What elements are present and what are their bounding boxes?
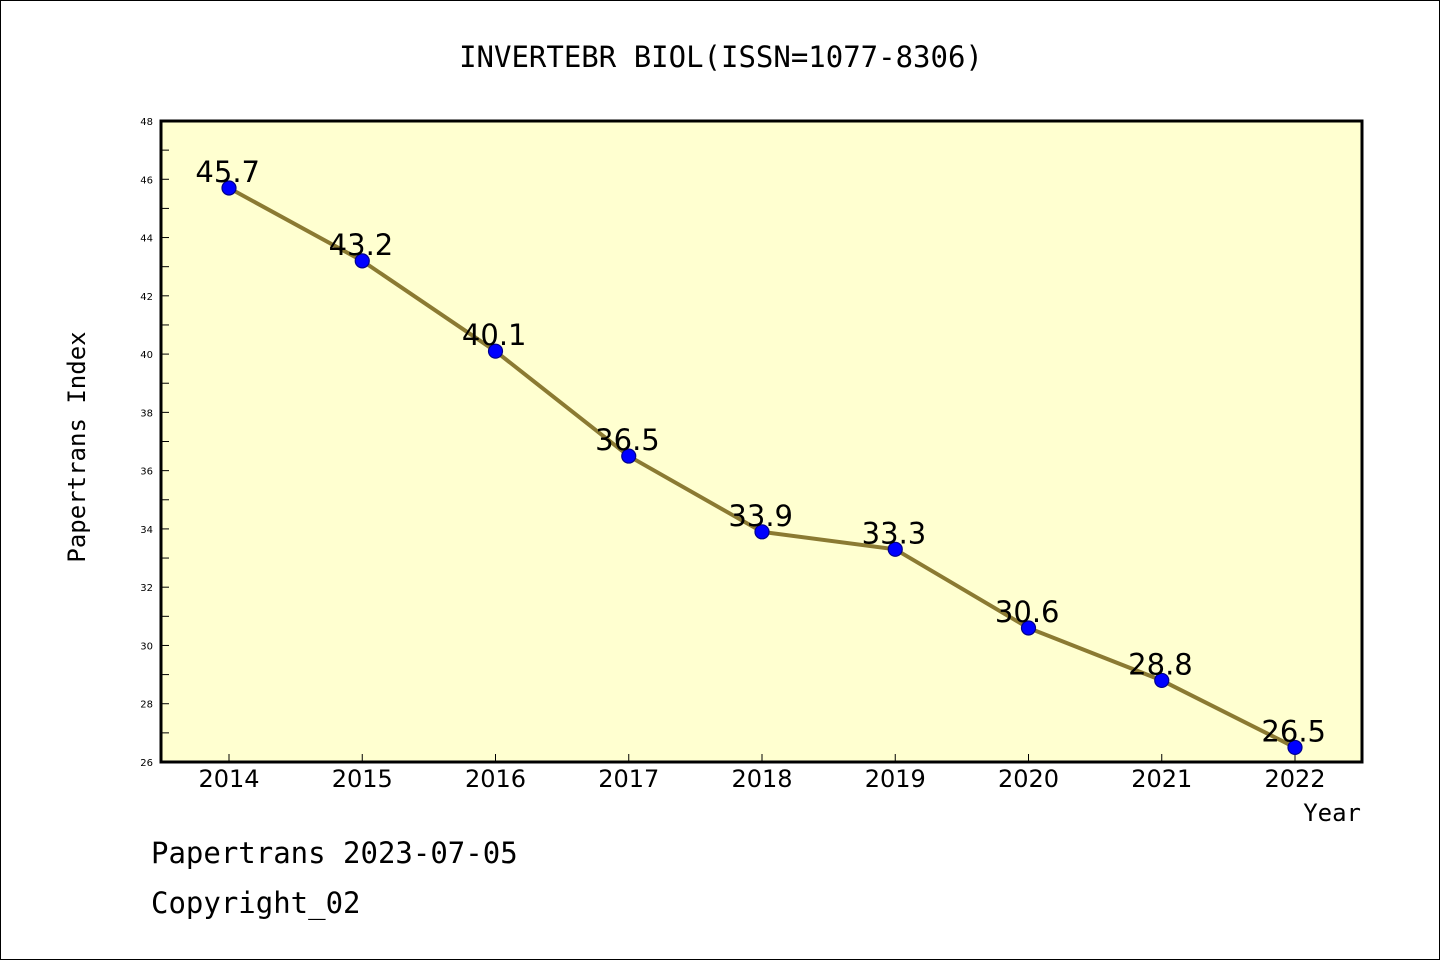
y-axis-ticks: 26 28 30 32 34 36 38 40 42 44 46 48 — [140, 117, 169, 769]
x-tick-label: 2018 — [731, 765, 792, 793]
y-tick-label: 32 — [140, 583, 153, 594]
y-tick-label: 44 — [140, 234, 153, 245]
x-tick-label: 2022 — [1264, 765, 1325, 793]
x-axis-label: Year — [1303, 799, 1361, 827]
data-label: 33.3 — [862, 516, 927, 550]
data-point — [887, 541, 903, 557]
x-tick-label: 2016 — [465, 765, 526, 793]
data-label: 30.6 — [995, 595, 1060, 629]
y-tick-label: 28 — [140, 700, 153, 711]
y-axis-label: Papertrans Index — [63, 331, 91, 562]
data-point — [221, 180, 237, 196]
data-point — [354, 253, 370, 269]
y-tick-label: 38 — [140, 408, 153, 419]
data-point — [754, 524, 770, 540]
data-label: 26.5 — [1261, 714, 1326, 748]
y-tick-label: 48 — [140, 117, 153, 128]
data-label: 36.5 — [595, 423, 660, 457]
data-labels: 45.7 43.2 40.1 36.5 33.9 33.3 30.6 28.8 26.5 — [195, 155, 1326, 748]
y-tick-label: 26 — [140, 758, 153, 769]
data-points — [221, 180, 1303, 756]
x-tick-label: 2020 — [998, 765, 1059, 793]
data-point — [1154, 672, 1170, 689]
footer-copyright-line: Copyright_02 — [151, 886, 361, 920]
y-tick-label: 40 — [140, 350, 153, 361]
x-tick-label: 2017 — [598, 765, 659, 793]
data-label: 33.9 — [728, 499, 793, 533]
data-label: 45.7 — [195, 155, 260, 189]
data-point — [1020, 620, 1037, 636]
y-tick-label: 30 — [140, 641, 153, 652]
y-tick-label: 46 — [140, 175, 153, 186]
x-tick-label: 2014 — [198, 765, 259, 793]
chart-title: INVERTEBR BIOL(ISSN=1077-8306) — [459, 40, 983, 74]
x-tick-label: 2015 — [332, 765, 393, 793]
data-label: 28.8 — [1128, 647, 1193, 681]
data-point — [1287, 739, 1303, 756]
data-label: 40.1 — [462, 318, 527, 352]
footer-date-line: Papertrans 2023-07-05 — [151, 836, 518, 870]
data-point — [621, 448, 637, 464]
data-point — [487, 343, 504, 359]
y-tick-label: 42 — [140, 292, 153, 303]
plot-area — [159, 119, 1364, 764]
y-tick-label: 36 — [140, 467, 153, 478]
y-tick-label: 34 — [140, 525, 153, 536]
x-tick-label: 2019 — [865, 765, 926, 793]
x-axis-ticks: 2014 2015 2016 2017 2018 2019 2020 2021 2022 — [198, 754, 1326, 793]
data-label: 43.2 — [329, 228, 394, 262]
x-tick-label: 2021 — [1131, 765, 1192, 793]
